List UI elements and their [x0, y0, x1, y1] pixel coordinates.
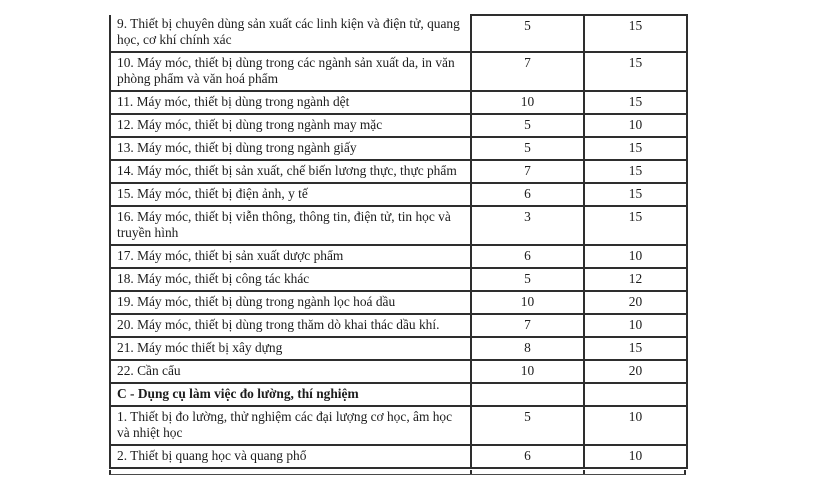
cell-description: 17. Máy móc, thiết bị sản xuất dược phẩm [109, 244, 472, 269]
cell-min-years: 5 [470, 136, 585, 161]
table-body: 9. Thiết bị chuyên dùng sản xuất các lin… [109, 14, 688, 469]
table-row: 2. Thiết bị quang học và quang phổ 6 10 [109, 444, 688, 469]
cell-description: 2. Thiết bị quang học và quang phổ [109, 444, 472, 469]
table-row: 1. Thiết bị đo lường, thử nghiệm các đại… [109, 405, 688, 446]
cell-description: 14. Máy móc, thiết bị sản xuất, chế biến… [109, 159, 472, 184]
cell-description: 15. Máy móc, thiết bị điện ảnh, y tế [109, 182, 472, 207]
cell-description: 18. Máy móc, thiết bị công tác khác [109, 267, 472, 292]
cell-description: 1. Thiết bị đo lường, thử nghiệm các đại… [109, 405, 472, 446]
cell-max-years: 15 [583, 51, 688, 92]
table-row: 18. Máy móc, thiết bị công tác khác 5 12 [109, 267, 688, 292]
table-row: 17. Máy móc, thiết bị sản xuất dược phẩm… [109, 244, 688, 269]
cell-min-years [470, 382, 585, 407]
cell-description: 9. Thiết bị chuyên dùng sản xuất các lin… [109, 15, 472, 53]
cell-min-years: 6 [470, 444, 585, 469]
table-row: 14. Máy móc, thiết bị sản xuất, chế biến… [109, 159, 688, 184]
cell-max-years: 10 [583, 313, 688, 338]
table-row: 12. Máy móc, thiết bị dùng trong ngành m… [109, 113, 688, 138]
cell-min-years: 5 [470, 267, 585, 292]
cell-max-years: 10 [583, 405, 688, 446]
cell-description: 20. Máy móc, thiết bị dùng trong thăm dò… [109, 313, 472, 338]
partial-row-cutoff [109, 470, 686, 475]
cell-min-years: 5 [470, 113, 585, 138]
cell-min-years: 8 [470, 336, 585, 361]
cell-description: 16. Máy móc, thiết bị viễn thông, thông … [109, 205, 472, 246]
cell-max-years: 10 [583, 244, 688, 269]
cell-max-years: 15 [583, 205, 688, 246]
cell-description: 22. Cần cẩu [109, 359, 472, 384]
section-header-row: C - Dụng cụ làm việc đo lường, thí nghiệ… [109, 382, 688, 407]
cell-max-years: 15 [583, 336, 688, 361]
cell-max-years: 10 [583, 444, 688, 469]
cell-max-years: 15 [583, 14, 688, 53]
column-divider-stub [583, 470, 585, 474]
table-row: 21. Máy móc thiết bị xây dựng 8 15 [109, 336, 688, 361]
cell-min-years: 7 [470, 159, 585, 184]
cell-max-years: 15 [583, 182, 688, 207]
cell-min-years: 7 [470, 51, 585, 92]
cell-description: 10. Máy móc, thiết bị dùng trong các ngà… [109, 51, 472, 92]
cell-min-years: 10 [470, 90, 585, 115]
cell-min-years: 5 [470, 14, 585, 53]
cell-min-years: 10 [470, 359, 585, 384]
depreciation-schedule-table: 9. Thiết bị chuyên dùng sản xuất các lin… [109, 14, 688, 469]
cell-max-years: 12 [583, 267, 688, 292]
cell-max-years: 10 [583, 113, 688, 138]
cell-min-years: 5 [470, 405, 585, 446]
cell-description: 13. Máy móc, thiết bị dùng trong ngành g… [109, 136, 472, 161]
cell-description: C - Dụng cụ làm việc đo lường, thí nghiệ… [109, 382, 472, 407]
cell-max-years: 15 [583, 159, 688, 184]
cell-min-years: 10 [470, 290, 585, 315]
table-row: 9. Thiết bị chuyên dùng sản xuất các lin… [109, 14, 688, 53]
cell-max-years: 20 [583, 290, 688, 315]
cell-min-years: 7 [470, 313, 585, 338]
table-row: 13. Máy móc, thiết bị dùng trong ngành g… [109, 136, 688, 161]
column-divider-stub [470, 470, 472, 474]
cell-min-years: 3 [470, 205, 585, 246]
table-container: 9. Thiết bị chuyên dùng sản xuất các lin… [109, 14, 688, 475]
cell-max-years [583, 382, 688, 407]
cell-min-years: 6 [470, 244, 585, 269]
cell-description: 21. Máy móc thiết bị xây dựng [109, 336, 472, 361]
table-row: 22. Cần cẩu 10 20 [109, 359, 688, 384]
cell-max-years: 15 [583, 136, 688, 161]
table-row: 19. Máy móc, thiết bị dùng trong ngành l… [109, 290, 688, 315]
table-row: 15. Máy móc, thiết bị điện ảnh, y tế 6 15 [109, 182, 688, 207]
cell-max-years: 20 [583, 359, 688, 384]
cell-description: 12. Máy móc, thiết bị dùng trong ngành m… [109, 113, 472, 138]
cell-description: 19. Máy móc, thiết bị dùng trong ngành l… [109, 290, 472, 315]
cell-max-years: 15 [583, 90, 688, 115]
cell-min-years: 6 [470, 182, 585, 207]
table-row: 11. Máy móc, thiết bị dùng trong ngành d… [109, 90, 688, 115]
cell-description: 11. Máy móc, thiết bị dùng trong ngành d… [109, 90, 472, 115]
table-row: 20. Máy móc, thiết bị dùng trong thăm dò… [109, 313, 688, 338]
table-row: 16. Máy móc, thiết bị viễn thông, thông … [109, 205, 688, 246]
table-row: 10. Máy móc, thiết bị dùng trong các ngà… [109, 51, 688, 92]
